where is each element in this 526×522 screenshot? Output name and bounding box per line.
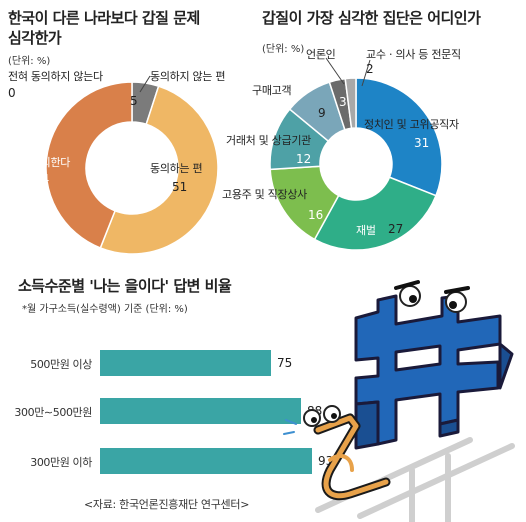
bar-chart-title: 소득수준별 '나는 을이다' 답변 비율 (18, 277, 232, 295)
chart2-title: 갑질이 가장 심각한 집단은 어디인가 (262, 9, 481, 27)
chart2-unit: (단위: %) (262, 44, 305, 55)
bar-category-0: 500만원 이상 (30, 358, 92, 371)
donut2-value-clients: 12 (296, 152, 312, 166)
shadow-lines (315, 437, 515, 522)
bar-value-0: 75 (277, 356, 293, 370)
donut2-label-clients: 거래처 및 상급기관 (226, 134, 311, 147)
donut1-value-strongly-agree: 44 (34, 172, 50, 186)
donut1-slice-2 (45, 81, 133, 249)
leader-line-2 (325, 57, 345, 85)
bar-1 (100, 398, 301, 424)
chart1-title-line1: 한국이 다른 나라보다 갑질 문제 (8, 9, 200, 27)
donut2-label-employers: 고용주 및 직장상사 (222, 188, 307, 201)
bar-category-1: 300만∼500만원 (14, 406, 92, 419)
donut2-value-chaebol: 27 (388, 222, 404, 236)
donut2 (269, 77, 443, 251)
leader-line-0 (139, 75, 151, 93)
donut1-value-disagree: 5 (130, 94, 138, 108)
donut2-value-customers: 9 (318, 106, 326, 120)
gap-character (354, 294, 514, 450)
bar-2 (100, 448, 312, 474)
donut2-value-journalists: 3 (339, 95, 347, 109)
eul-character (313, 413, 391, 501)
leader-lines (139, 57, 371, 93)
donut2-slice-0 (355, 77, 443, 197)
donut1-slice-1 (99, 85, 219, 255)
donut1-label-strongly-agree: 매우 동의한다 (8, 156, 71, 169)
donut2-slice-6 (344, 77, 357, 130)
chart1-unit: (단위: %) (8, 56, 51, 67)
bar-chart-subtitle: *월 가구소득(실수령액) 기준 (단위: %) (22, 304, 188, 315)
bar-category-2: 300만원 이하 (30, 456, 92, 469)
donut2-value-politicians: 31 (414, 136, 430, 150)
donut2-slice-1 (313, 176, 437, 251)
eul-eyes (283, 405, 341, 435)
donut1-value-strongly-disagree: 0 (8, 86, 16, 100)
chart1-title-line2: 심각한가 (8, 29, 62, 47)
gap-eyes (394, 280, 470, 313)
donut1 (45, 81, 219, 255)
donut2-label-professionals: 교수ㆍ의사 등 전문직 (366, 48, 461, 61)
donut2-label-customers: 구매고객 (252, 84, 292, 97)
donut1-label-agree: 동의하는 편 (150, 162, 203, 175)
chart1-title: 한국이 다른 나라보다 갑질 문제 심각한가 (8, 8, 200, 48)
bar-0 (100, 350, 271, 376)
donut1-label-disagree: 동의하지 않는 편 (150, 70, 226, 83)
donut2-label-chaebol: 재벌 (356, 224, 376, 237)
donut2-label-politicians: 정치인 및 고위공직자 (364, 118, 459, 131)
donut2-value-professionals: 2 (366, 62, 374, 76)
donut1-label-strongly-disagree: 전혀 동의하지 않는다 (8, 70, 103, 83)
donut2-label-journalists: 언론인 (306, 48, 336, 61)
donut1-value-agree: 51 (172, 180, 188, 194)
donut2-value-employers: 16 (308, 208, 324, 222)
source-note: <자료: 한국언론진흥재단 연구센터> (84, 498, 250, 511)
leader-line-1 (361, 59, 371, 87)
